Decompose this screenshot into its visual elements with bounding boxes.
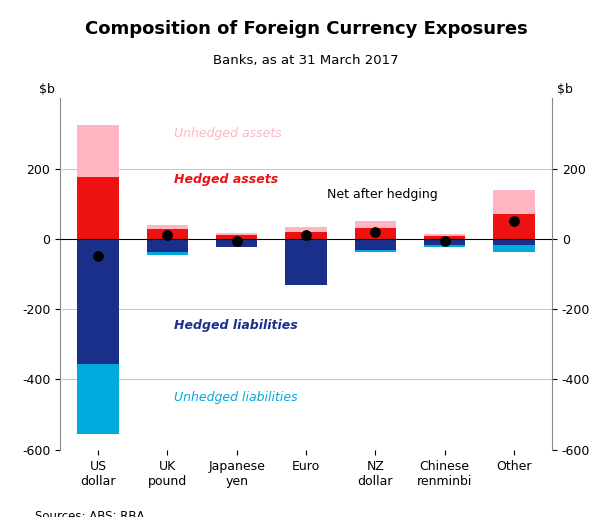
Text: Banks, as at 31 March 2017: Banks, as at 31 March 2017 — [213, 54, 399, 67]
Bar — [77, 363, 119, 434]
Point — [370, 227, 380, 236]
Point — [440, 236, 449, 245]
Text: Net after hedging: Net after hedging — [327, 188, 437, 202]
Bar — [424, 236, 466, 239]
Text: Hedged liabilities: Hedged liabilities — [175, 318, 298, 331]
Bar — [146, 229, 188, 239]
Bar — [285, 232, 327, 239]
Text: Sources: ABS; RBA: Sources: ABS; RBA — [35, 510, 145, 517]
Point — [232, 236, 242, 245]
Bar — [355, 221, 396, 227]
Bar — [216, 235, 257, 239]
Text: Unhedged assets: Unhedged assets — [175, 127, 282, 140]
Bar — [285, 226, 327, 232]
Bar — [146, 225, 188, 229]
Bar — [77, 177, 119, 239]
Text: Unhedged liabilities: Unhedged liabilities — [175, 390, 298, 404]
Bar — [355, 250, 396, 252]
Bar — [493, 190, 535, 214]
Bar — [285, 239, 327, 284]
Point — [301, 231, 311, 239]
Text: $b: $b — [557, 83, 573, 97]
Bar — [355, 227, 396, 239]
Bar — [355, 239, 396, 250]
Bar — [493, 239, 535, 245]
Bar — [146, 252, 188, 255]
Text: Composition of Foreign Currency Exposures: Composition of Foreign Currency Exposure… — [85, 21, 527, 38]
Bar — [77, 239, 119, 363]
Point — [94, 252, 103, 261]
Bar — [216, 233, 257, 235]
Bar — [424, 245, 466, 247]
Text: Hedged assets: Hedged assets — [175, 173, 278, 186]
Bar — [77, 125, 119, 177]
Bar — [424, 234, 466, 236]
Bar — [146, 239, 188, 252]
Bar — [493, 245, 535, 251]
Bar — [493, 214, 535, 239]
Bar — [424, 239, 466, 245]
Bar — [216, 239, 257, 247]
Point — [163, 231, 172, 239]
Text: $b: $b — [39, 83, 55, 97]
Point — [509, 217, 518, 225]
